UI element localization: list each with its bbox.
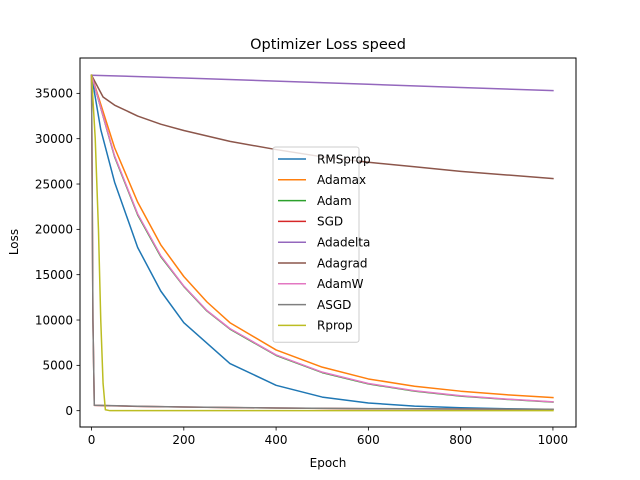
series-line-adamax — [90, 74, 554, 399]
y-tick-label: 30000 — [35, 132, 73, 146]
series-line-asgd — [90, 74, 554, 410]
series-line-rprop — [90, 74, 554, 412]
plot-frame — [79, 57, 577, 428]
y-axis: 0 5000 10000 15000 20000 25000 30000 35000 — [35, 87, 80, 418]
x-tick-label: 800 — [449, 433, 472, 447]
y-tick-label: 35000 — [35, 87, 73, 101]
legend-label-adagrad: Adagrad — [317, 256, 368, 270]
x-axis: 0 200 400 600 800 1000 — [88, 427, 568, 447]
x-axis-title: Epoch — [310, 456, 347, 470]
y-tick-label: 15000 — [35, 268, 73, 282]
series-line-adamw — [90, 74, 554, 403]
series-line-adagrad — [90, 74, 554, 180]
x-tick-label: 1000 — [538, 433, 569, 447]
legend-label-rprop: Rprop — [317, 319, 353, 333]
series-line-adadelta — [90, 74, 554, 92]
x-tick-label: 400 — [265, 433, 288, 447]
legend-label-adamax: Adamax — [317, 173, 366, 187]
legend: RMSprop Adamax Adam SGD Adadelta Adagrad AdamW… — [272, 146, 371, 343]
y-tick-label: 20000 — [35, 223, 73, 237]
legend-label-adamw: AdamW — [317, 277, 364, 291]
y-tick-label: 25000 — [35, 177, 73, 191]
legend-label-adam: Adam — [317, 194, 352, 208]
chart-title: Optimizer Loss speed — [250, 37, 406, 53]
y-tick-label: 5000 — [42, 359, 73, 373]
y-axis-title: Loss — [7, 229, 21, 255]
legend-label-asgd: ASGD — [317, 298, 351, 312]
series-group — [90, 74, 554, 412]
legend-label-adadelta: Adadelta — [317, 236, 370, 250]
y-tick-label: 0 — [65, 404, 73, 418]
x-tick-label: 0 — [88, 433, 96, 447]
legend-box — [272, 146, 360, 343]
x-tick-label: 600 — [357, 433, 380, 447]
legend-label-rmsprop: RMSprop — [317, 152, 371, 166]
legend-label-sgd: SGD — [317, 215, 343, 229]
y-tick-label: 10000 — [35, 313, 73, 327]
series-line-rmsprop — [90, 74, 554, 411]
x-tick-label: 200 — [172, 433, 195, 447]
